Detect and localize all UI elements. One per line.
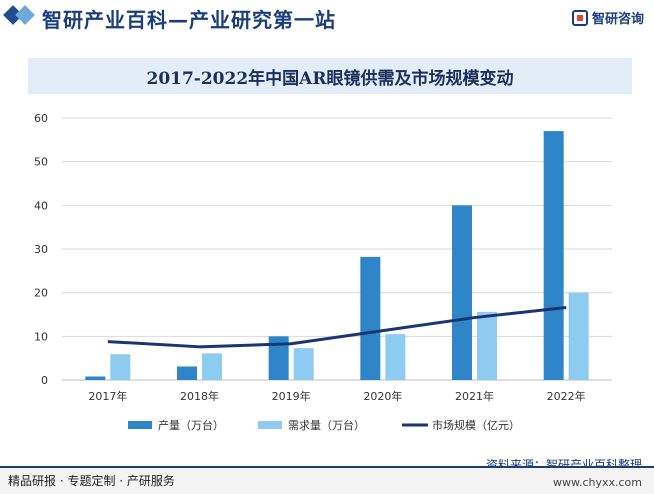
- legend-demand-swatch: [258, 421, 282, 429]
- footer: 精品研报 · 专题定制 · 产研服务: [0, 466, 654, 494]
- y-tick-label: 30: [34, 243, 48, 256]
- bar-production: [177, 366, 197, 380]
- chart-title: 2017-2022年中国AR眼镜供需及市场规模变动: [146, 68, 514, 89]
- y-tick-label: 20: [34, 287, 48, 300]
- bar-demand: [202, 353, 222, 380]
- bar-production: [543, 131, 564, 380]
- y-tick-label: 10: [34, 330, 48, 343]
- bar-production: [85, 376, 106, 380]
- source-url: www.chyxx.com: [552, 476, 642, 489]
- chart: 0 10 20 30 40 50 60 2017年 2018年 2019年 2020年 2021年 20…: [34, 112, 612, 432]
- y-tick-label: 40: [34, 199, 48, 212]
- brand-logo-icon: [571, 9, 588, 26]
- x-tick-label: 2019年: [272, 389, 311, 403]
- x-tick-label: 2021年: [455, 389, 494, 403]
- legend-market-size-label: 市场规模（亿元）: [432, 418, 520, 432]
- header-title: 智研产业百科—产业研究第一站: [42, 8, 336, 32]
- bar-demand: [568, 292, 589, 380]
- legend-production-label: 产量（万台）: [158, 418, 224, 432]
- bar-demand: [293, 348, 314, 380]
- footer-divider: [0, 466, 654, 468]
- bar-demand: [385, 334, 406, 380]
- y-tick-label: 0: [41, 374, 48, 387]
- brand-name: 智研咨询: [591, 12, 644, 27]
- bar-production: [452, 205, 472, 380]
- y-tick-label: 50: [34, 156, 48, 169]
- x-tick-label: 2017年: [88, 389, 127, 403]
- x-tick-label: 2022年: [547, 389, 586, 403]
- bar-demand: [110, 354, 131, 380]
- footer-tagline: 精品研报 · 专题定制 · 产研服务: [8, 474, 175, 488]
- line-market-size: [107, 306, 567, 349]
- x-tick-label: 2018年: [180, 389, 219, 403]
- x-tick-label: 2020年: [363, 389, 402, 403]
- brand: 智研咨询: [571, 8, 644, 27]
- bar-production: [268, 336, 289, 380]
- legend-demand-label: 需求量（万台）: [288, 418, 365, 432]
- chart-title-band: 2017-2022年中国AR眼镜供需及市场规模变动: [28, 58, 632, 94]
- header: 智研产业百科—产业研究第一站 智研咨询: [0, 0, 654, 40]
- bar-production: [360, 256, 381, 380]
- y-tick-label: 60: [34, 112, 48, 125]
- bar-demand: [477, 311, 497, 380]
- legend-production-swatch: [128, 421, 152, 429]
